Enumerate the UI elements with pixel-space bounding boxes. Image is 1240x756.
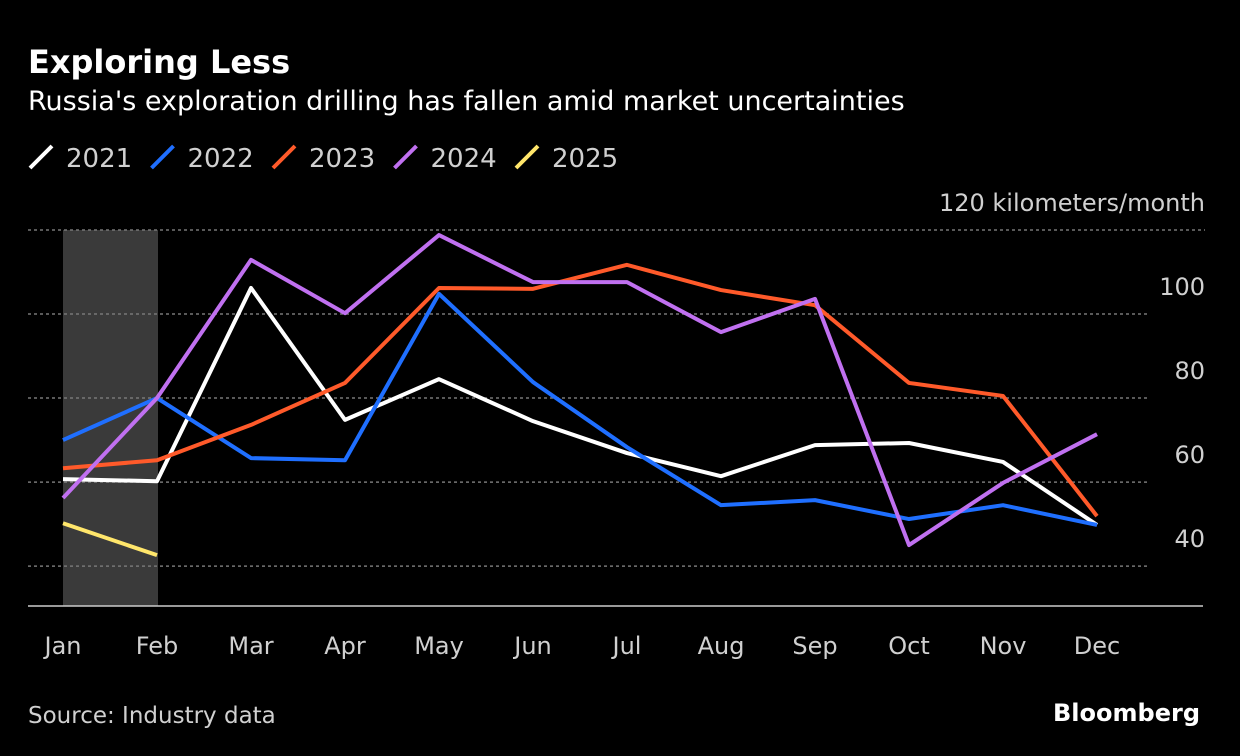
y-tick-label: 80 [1174, 357, 1205, 385]
x-tick-label: Oct [888, 632, 930, 660]
x-tick-label: Feb [136, 632, 179, 660]
x-tick-label: Nov [980, 632, 1027, 660]
legend-swatch [150, 144, 175, 170]
x-tick-label: Dec [1074, 632, 1120, 660]
legend-swatch [28, 144, 54, 170]
chart-subtitle: Russia's exploration drilling has fallen… [28, 86, 905, 117]
x-tick-label: May [414, 632, 464, 660]
x-tick-label: Jul [611, 632, 642, 660]
x-tick-label: Jun [512, 632, 552, 660]
series-line [62, 262, 1099, 518]
brand: Bloomberg [1053, 699, 1200, 727]
legend-label: 2025 [552, 144, 618, 174]
x-tick-label: Sep [792, 632, 837, 660]
y-tick-label: 60 [1174, 441, 1205, 469]
x-tick-label: Mar [228, 632, 273, 660]
source-note: Source: Industry data [28, 703, 276, 729]
x-tick-label: Jan [43, 632, 82, 660]
legend-label: 2021 [66, 144, 132, 174]
chart-title: Exploring Less [28, 43, 290, 81]
legend-label: 2022 [188, 144, 254, 174]
series-line [61, 233, 1098, 548]
legend-swatch [393, 144, 418, 170]
legend-swatch [514, 144, 540, 170]
series-line [62, 285, 1099, 527]
y-tick-label: 40 [1174, 525, 1205, 553]
x-tick-label: Aug [698, 632, 745, 660]
series-line [62, 291, 1098, 527]
legend-label: 2024 [431, 144, 497, 174]
x-tick-label: Apr [324, 632, 366, 660]
legend-swatch [271, 144, 297, 170]
legend-label: 2023 [309, 144, 375, 174]
y-tick-label: 100 [1159, 273, 1205, 301]
y-tick-label: 120 kilometers/month [939, 189, 1205, 217]
series-line [62, 521, 158, 558]
